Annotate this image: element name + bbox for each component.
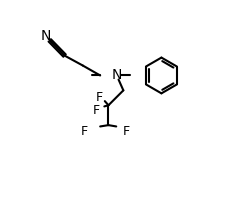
Text: F: F — [92, 104, 100, 117]
Text: N: N — [112, 68, 122, 83]
Text: F: F — [96, 91, 103, 104]
Text: F: F — [122, 125, 129, 138]
Text: N: N — [40, 29, 51, 43]
Text: F: F — [81, 125, 88, 138]
